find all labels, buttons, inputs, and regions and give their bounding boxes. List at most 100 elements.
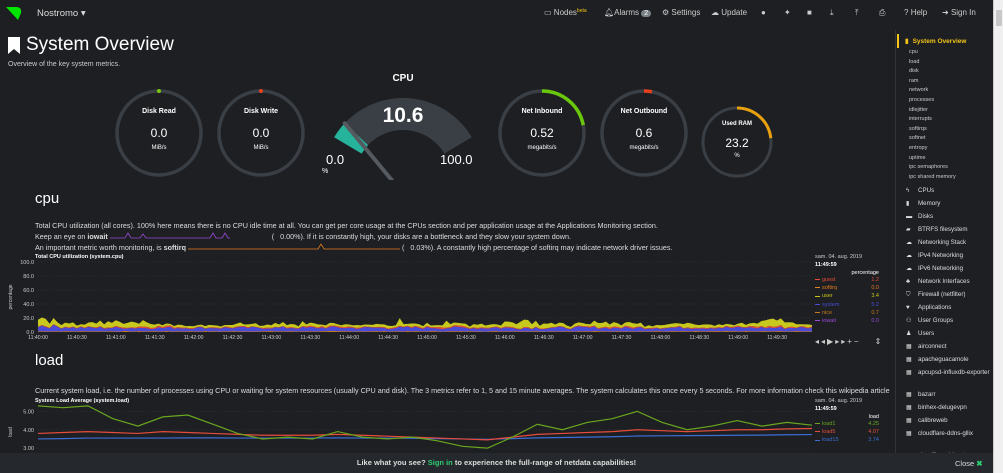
legend-value: 5.2 [871, 301, 879, 308]
sidebar-item-cloudflare-ddns-gllix[interactable]: ▦ cloudflare-ddns-gllix [906, 430, 990, 438]
y-axis-label: percentage [8, 284, 14, 309]
sidebar-item-binhex-delugevpn[interactable]: ▦ binhex-delugevpn [906, 404, 990, 412]
x-tick-label: 11:42:00 [184, 335, 204, 341]
netdata-logo[interactable] [6, 7, 22, 20]
legend-units: percentage [851, 270, 879, 276]
gauge-value: 0.0 [150, 126, 168, 140]
zoom-in-icon[interactable]: + [847, 337, 854, 347]
help-button[interactable]: ? Help [904, 8, 927, 17]
gauge-title: CPU [392, 73, 414, 84]
sidebar-item-system-overview[interactable]: ▮ System Overview [905, 37, 966, 46]
sidebar-item-users[interactable]: ♟ Users [906, 330, 990, 338]
upload-icon[interactable]: ⤒ [855, 8, 859, 17]
sidebar-subitem-entropy[interactable]: entropy [909, 145, 928, 151]
sidebar-item-networking-stack[interactable]: ☁ Networking Stack [906, 239, 990, 247]
cloud-icon: ☁ [906, 252, 913, 259]
sidebar-item-firewall-netfilter-[interactable]: ⛉ Firewall (netfilter) [906, 291, 990, 299]
legend-item-iowait[interactable]: iowait 0.0 [815, 317, 879, 325]
sidebar-subitem-network[interactable]: network [909, 87, 929, 94]
y-tick-label: 100.0 [20, 260, 34, 266]
legend-item-system[interactable]: system 5.2 [815, 301, 879, 309]
facebook-icon[interactable]: ■ [807, 8, 812, 17]
x-tick-label: 11:43:30 [300, 335, 320, 341]
scrollbar[interactable] [993, 0, 1003, 473]
heartbeat-icon: ♥ [906, 304, 910, 311]
resize-icon[interactable]: ⇕ [874, 337, 884, 347]
banner-sign-in-link[interactable]: Sign in [427, 458, 453, 467]
load-chart[interactable]: System Load Average (system.load)5.00 4.0… [0, 396, 815, 453]
sidebar-item-applications[interactable]: ♥ Applications [906, 304, 990, 312]
load-description: Current system load, i.e. the number of … [35, 386, 890, 395]
gauge-disk-write[interactable]: Disk Write 0.0 MiB/s [216, 88, 306, 178]
legend-item-user[interactable]: user 3.4 [815, 292, 879, 300]
sidebar-subitem-cpu[interactable]: cpu [909, 49, 918, 55]
sign-in-banner: Like what you see? Sign in to experience… [0, 453, 993, 473]
sidebar-subitem-ipc-semaphores[interactable]: ipc semaphores [909, 164, 948, 171]
cpu-chart[interactable]: Total CPU utilization (system.cpu)100.0 8… [0, 252, 815, 344]
sidebar-item-btrfs-filesystem[interactable]: ▰ BTRFS filesystem [906, 226, 990, 234]
sidebar-item-apacheguacamole[interactable]: ▦ apacheguacamole [906, 356, 990, 364]
sidebar-subitem-ram[interactable]: ram [909, 77, 919, 84]
gauge-used-ram[interactable]: Used RAM 23.2 % [700, 105, 774, 179]
host-dropdown[interactable]: Nostromo ▾ [37, 8, 86, 19]
legend-item-load15[interactable]: load15 3.74 [815, 436, 879, 444]
sidebar-subitem-softirqs[interactable]: softirqs [909, 125, 927, 132]
sidebar-subitem-disk[interactable]: disk [909, 68, 919, 75]
bell-icon: 🔔︎ [604, 8, 615, 17]
sidebar-subitem-idlejitter[interactable]: idlejitter [909, 106, 928, 113]
legend-item-guest[interactable]: guest 1.2 [815, 276, 879, 284]
nodes-button[interactable]: ▭ Nodesbeta [544, 8, 587, 17]
sidebar-subitem-processes[interactable]: processes [909, 97, 935, 103]
download-icon[interactable]: ⤓ [830, 8, 834, 17]
page-subtitle: Overview of the key system metrics. [8, 61, 121, 68]
sidebar-subitem-load[interactable]: load [909, 58, 920, 65]
sidebar-item-airconnect[interactable]: ▦ airconnect [906, 343, 990, 351]
github-icon[interactable]: ● [761, 8, 766, 17]
settings-button[interactable]: ⚙ Settings [662, 8, 700, 17]
sign-in-button[interactable]: ➜ Sign In [942, 8, 976, 17]
scrollbar-thumb[interactable] [996, 10, 1002, 26]
gauge-net-outbound[interactable]: Net Outbound 0.6 megabits/s [599, 88, 689, 178]
sidebar-item-label: Applications [918, 304, 952, 311]
update-button[interactable]: ☁ Update [711, 8, 747, 17]
twitter-icon[interactable]: ✦ [784, 8, 791, 17]
play-icon[interactable]: ▶ [827, 337, 836, 347]
legend-item-softirq[interactable]: softirq 0.0 [815, 284, 879, 292]
sidebar-subitem-ipc-shared-memory[interactable]: ipc shared memory [909, 173, 956, 180]
sidebar-item-ipv4-networking[interactable]: ☁ IPv4 Networking [906, 252, 990, 260]
y-tick-label: 80.0 [23, 274, 34, 280]
alarms-button[interactable]: 🔔︎Alarms 2 [604, 8, 652, 17]
sidebar-item-user-groups[interactable]: ⚇ User Groups [906, 317, 990, 325]
sidebar-item-apcupsd-influxdb-exporter[interactable]: ▦ apcupsd-influxdb-exporter [906, 369, 990, 377]
sidebar-subitem-interrupts[interactable]: interrupts [909, 116, 932, 123]
banner-close-button[interactable]: Close ✖ [955, 459, 983, 468]
legend-item-nice[interactable]: nice 0.7 [815, 309, 879, 317]
sidebar-item-calibreweb[interactable]: ▦ calibreweb [906, 417, 990, 425]
gauge-unit: MiB/s [253, 145, 269, 151]
sidebar-item-network-interfaces[interactable]: ♣ Network Interfaces [906, 278, 990, 286]
sidebar-item-disks[interactable]: ▬ Disks [906, 213, 990, 221]
gauge-ring [701, 106, 773, 178]
cpu-gauge-dial [334, 98, 472, 187]
zoom-out-icon[interactable]: − [853, 337, 861, 347]
legend-item-load1[interactable]: load1 4.25 [815, 420, 879, 428]
legend-item-load5[interactable]: load5 4.07 [815, 428, 879, 436]
gauge-cpu[interactable]: CPU 10.6 0.0 % 100.0 [318, 70, 488, 187]
sidebar-item-memory[interactable]: ▮ Memory [906, 200, 990, 208]
y-tick-label: 0.0 [26, 330, 34, 336]
print-icon[interactable]: ⎙ [879, 8, 886, 17]
legend-value: 0.0 [871, 285, 879, 292]
gauge-disk-read[interactable]: Disk Read 0.0 MiB/s [114, 88, 204, 178]
gauge-net-inbound[interactable]: Net Inbound 0.52 megabits/s [497, 88, 587, 178]
sidebar-item-bazarr[interactable]: ▦ bazarr [906, 391, 990, 399]
sidebar-item-ipv6-networking[interactable]: ☁ IPv6 Networking [906, 265, 990, 273]
sidebar-subitem-softnet[interactable]: softnet [909, 135, 926, 142]
sidebar-subitem-uptime[interactable]: uptime [909, 154, 926, 161]
legend-time: 11:49:59 [815, 406, 837, 412]
sidebar-item-cpus[interactable]: ϟ CPUs [906, 187, 990, 195]
gauge-needle [342, 121, 398, 187]
pan-right-icon[interactable]: ▸▸ [835, 337, 848, 347]
pan-left-icon[interactable]: ◂◂ [815, 337, 828, 347]
y-tick-label: 20.0 [23, 316, 34, 322]
gauge-ring [498, 89, 586, 177]
